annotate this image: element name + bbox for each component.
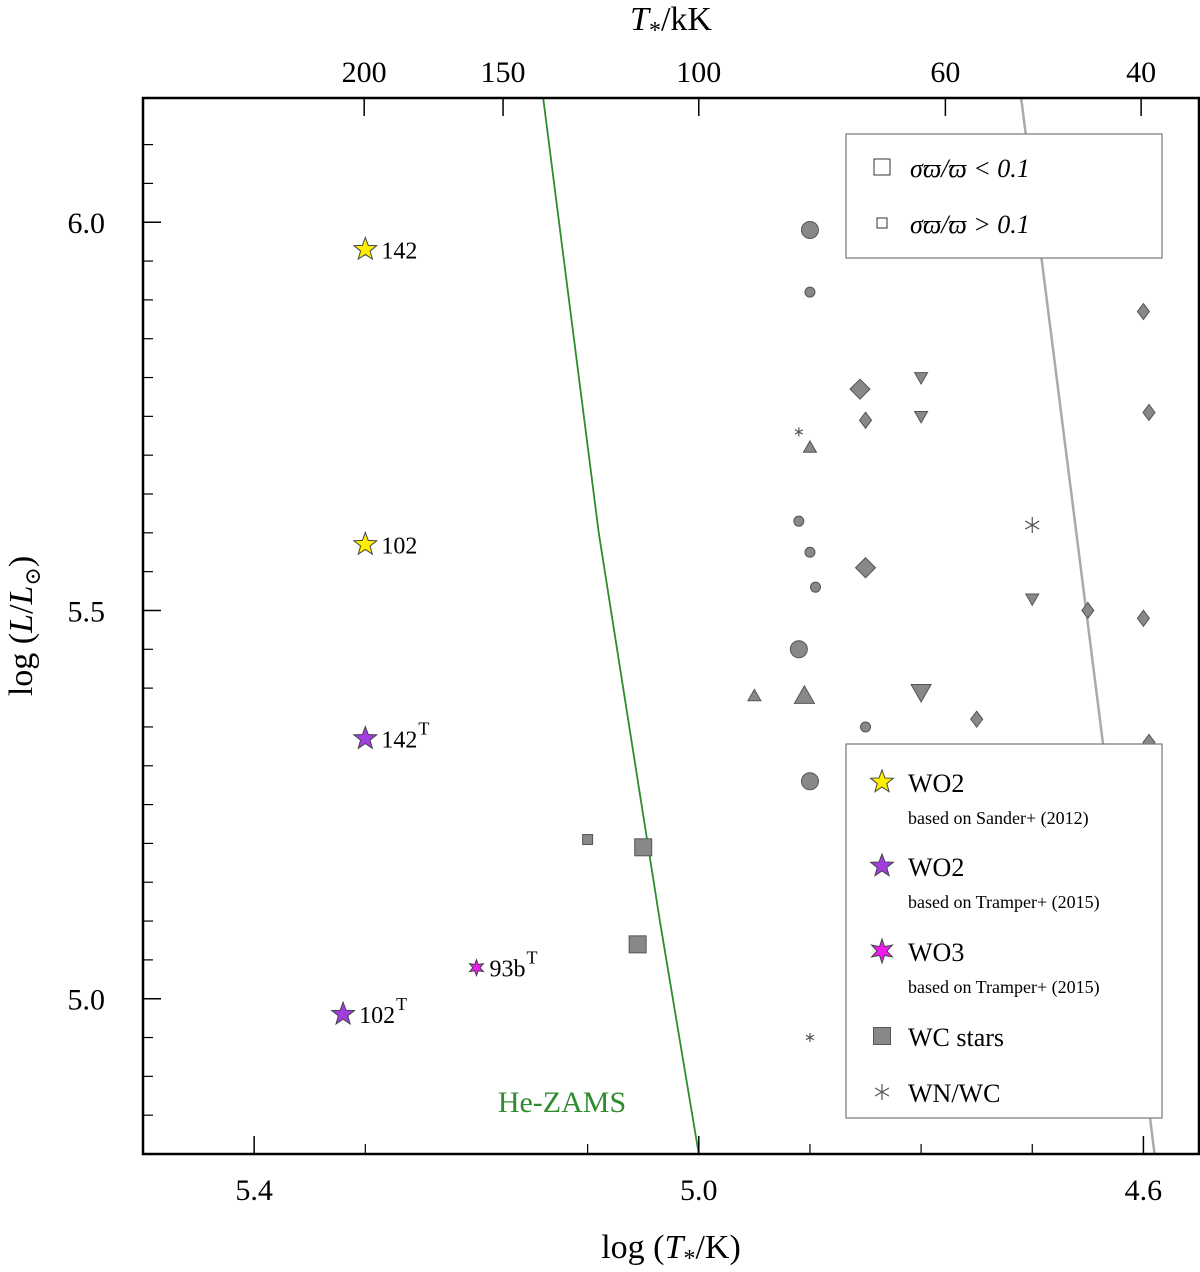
star-marker (330, 1000, 356, 1026)
data-point-diamond (970, 710, 984, 729)
data-point-diamond (854, 557, 877, 579)
legend-sublabel: based on Sander+ (2012) (908, 808, 1089, 829)
star-label-superscript: T (396, 994, 407, 1014)
top-tick-label: 40 (1126, 56, 1156, 89)
star-marker (468, 958, 485, 978)
data-point-diamond (1136, 609, 1151, 628)
data-point-circle (793, 515, 805, 527)
legend-square-icon (876, 217, 888, 229)
data-point-circle (800, 221, 819, 239)
star-label-superscript: T (418, 719, 429, 739)
data-point-circle (860, 721, 872, 733)
legend-square-icon (873, 158, 891, 176)
data-point-triangle-down (1024, 593, 1040, 607)
star-label: 102 (381, 533, 417, 559)
data-point-square (634, 838, 653, 857)
he-zams-line (542, 98, 700, 1154)
data-point-triangle-up (802, 439, 818, 453)
he-zams-label: He-ZAMS (498, 1086, 626, 1119)
legend-sublabel: based on Tramper+ (2015) (908, 892, 1100, 913)
top-tick-label: 100 (676, 56, 721, 89)
legends: σϖ/ϖ < 0.1 σϖ/ϖ > 0.1 WO2 based on Sander+ … (845, 133, 1163, 1119)
top-tick-label: 150 (481, 56, 526, 89)
legend-class-box (845, 743, 1163, 1119)
data-point-diamond (849, 378, 871, 400)
data-point-asterisk (794, 427, 804, 437)
y-tick-label: 5.5 (68, 595, 106, 628)
data-point-asterisk (1025, 517, 1040, 534)
legend-parallax-text: σϖ/ϖ > 0.1 (910, 210, 1030, 239)
legend-star-icon (869, 852, 895, 877)
legend-parallax-box (845, 133, 1163, 259)
data-point-triangle-down (910, 684, 932, 704)
star-marker (352, 235, 379, 261)
top-axis-title: T*/kK (630, 1, 712, 44)
legend-label: WO2 (908, 853, 964, 882)
y-tick-label: 5.0 (68, 984, 106, 1017)
x-axis-title: log (T*/K) (601, 1229, 741, 1272)
data-point-circle (810, 581, 822, 593)
legend-label: WN/WC (908, 1079, 1000, 1108)
legend-label: WO2 (908, 769, 964, 798)
star-marker (352, 725, 379, 750)
x-tick-label: 5.0 (680, 1174, 718, 1207)
star-marker (352, 531, 379, 556)
data-point-circle (804, 546, 816, 558)
legend-square-icon (873, 1027, 891, 1045)
data-point-triangle-down (913, 372, 929, 386)
data-point-circle (800, 772, 819, 791)
star-label: 142 (381, 238, 417, 264)
data-point-triangle-up (793, 684, 816, 704)
legend-parallax-text: σϖ/ϖ < 0.1 (910, 154, 1030, 183)
legend-sublabel: based on Tramper+ (2015) (908, 977, 1100, 998)
legend-star-icon (869, 768, 895, 793)
star-label: 93b (489, 957, 525, 983)
data-point-asterisk (805, 1033, 815, 1043)
plot-frame (141, 96, 1200, 1156)
data-point-diamond (1136, 302, 1151, 321)
data-point-square (582, 834, 594, 846)
data-point-triangle-up (747, 688, 762, 702)
legend-star6-icon (870, 937, 894, 965)
data-point-diamond (1081, 601, 1095, 620)
data-point-diamond (1142, 403, 1156, 422)
legend-label: WC stars (908, 1023, 1004, 1052)
legend-asterisk-icon (874, 1084, 890, 1100)
data-point-circle (804, 286, 816, 298)
data-point-square (628, 935, 647, 954)
y-axis-title: log (L/L⊙) (3, 556, 45, 696)
x-tick-label: 5.4 (235, 1174, 273, 1207)
y-tick-label: 6.0 (68, 207, 106, 240)
data-point-circle (789, 640, 808, 659)
star-label: 102 (359, 1003, 395, 1029)
data-point-triangle-down (913, 410, 929, 424)
axes: 5.4 5.0 4.6 6.0 5.5 5.0 200 150 100 60 40 log (T*/K… (3, 1, 1200, 1272)
top-tick-label: 60 (930, 56, 960, 89)
star-label: 142 (381, 728, 417, 754)
x-tick-label: 4.6 (1125, 1174, 1163, 1207)
star-label-superscript: T (526, 948, 537, 968)
legend-label: WO3 (908, 938, 964, 967)
data-point-diamond (858, 411, 873, 430)
top-tick-label: 200 (342, 56, 387, 89)
